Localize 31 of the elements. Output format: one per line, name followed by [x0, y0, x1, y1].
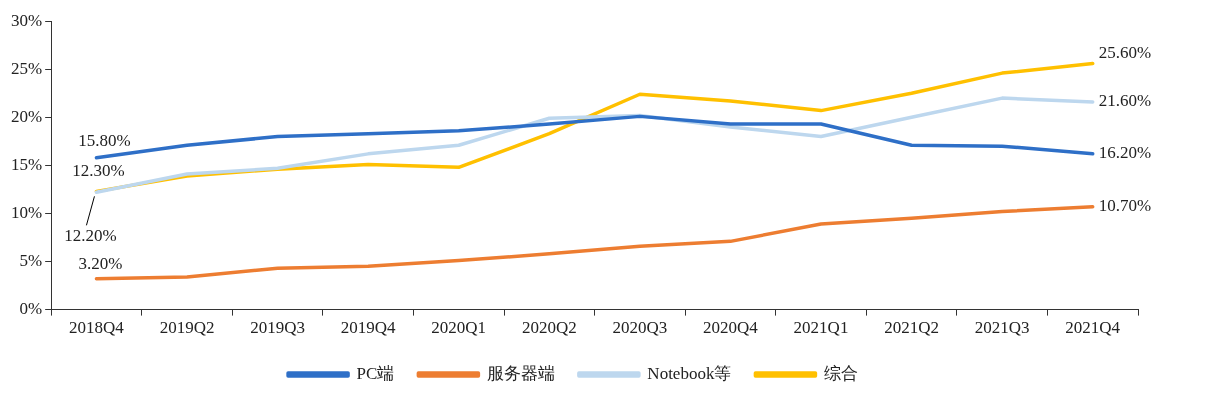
y-tick-label: 20% [10, 106, 43, 126]
x-tick-label: 2020Q2 [521, 318, 577, 338]
x-tick-label: 2020Q4 [703, 318, 759, 338]
data-label: 12.30% [72, 160, 125, 180]
x-tick-label: 2020Q3 [612, 318, 668, 338]
data-label: 15.80% [78, 131, 131, 151]
x-tick-label: 2021Q1 [793, 318, 849, 338]
y-tick-label: 0% [19, 299, 43, 319]
x-tick-label: 2018Q4 [69, 318, 125, 338]
legend-label: 综合 [823, 363, 858, 383]
x-tick-label: 2019Q4 [340, 318, 397, 338]
data-label: 12.20% [64, 225, 117, 245]
data-label: 16.20% [1098, 143, 1152, 163]
legend-label: 服务器端 [486, 363, 555, 383]
x-tick-label: 2021Q2 [884, 318, 939, 338]
y-tick-label: 5% [19, 251, 43, 270]
legend-label: Notebook等 [647, 363, 732, 383]
y-tick-label: 15% [10, 154, 43, 174]
legend-label: PC端 [356, 363, 395, 383]
y-tick-label: 10% [10, 202, 43, 222]
x-tick-label: 2021Q3 [974, 318, 1030, 338]
x-tick-label: 2019Q2 [159, 318, 215, 338]
data-label: 10.70% [1098, 196, 1152, 216]
data-label: 21.60% [1098, 91, 1152, 111]
x-tick-label: 2020Q1 [431, 318, 487, 338]
y-tick-label: 25% [10, 58, 43, 78]
data-label: 3.20% [78, 254, 123, 274]
y-tick-label: 30% [10, 10, 43, 30]
data-label: 25.60% [1098, 42, 1152, 62]
x-tick-label: 2021Q4 [1065, 318, 1121, 338]
x-tick-label: 2019Q3 [250, 318, 305, 338]
